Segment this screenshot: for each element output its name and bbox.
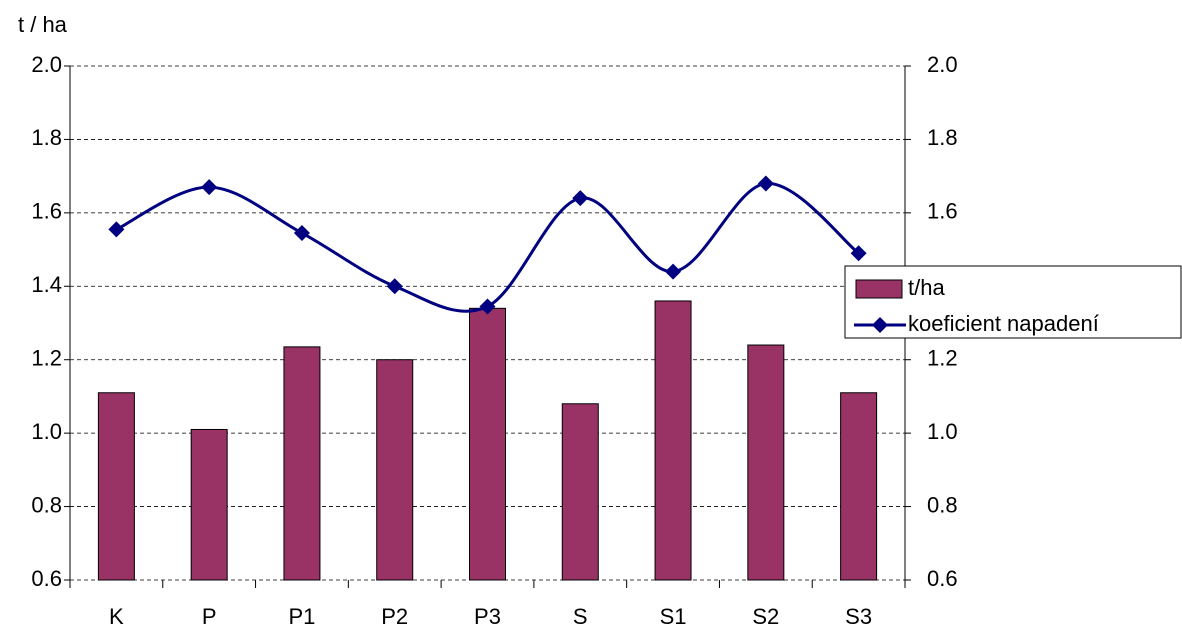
y-axis-label: t / ha [18, 12, 68, 37]
x-tick-label: S3 [845, 604, 872, 628]
y2-tick-label: 0.6 [927, 566, 958, 591]
y2-tick-label: 1.0 [927, 419, 958, 444]
line-marker [850, 245, 867, 262]
y-tick-label: 1.6 [31, 199, 62, 224]
bar [840, 392, 878, 581]
y-tick-label: 1.2 [31, 346, 62, 371]
y-tick-label: 1.4 [31, 272, 62, 297]
bar [283, 346, 321, 581]
line [115, 181, 860, 313]
y-tick-label: 0.6 [31, 566, 62, 591]
y2-tick-label: 0.8 [927, 492, 958, 517]
x-tick-label: S2 [752, 604, 779, 628]
line-marker [572, 190, 589, 207]
bar [747, 344, 785, 581]
y-tick-label: 2.0 [31, 52, 62, 77]
bar [376, 359, 414, 581]
x-tick-label: S [573, 604, 588, 628]
line-marker [108, 221, 125, 238]
y2-tick-label: 2.0 [927, 52, 958, 77]
x-tick-label: S1 [660, 604, 687, 628]
line-marker [293, 225, 310, 242]
x-tick-label: P3 [474, 604, 501, 628]
x-tick-label: P1 [288, 604, 315, 628]
y-tick-label: 0.8 [31, 492, 62, 517]
y2-tick-label: 1.6 [927, 199, 958, 224]
line-marker [201, 179, 218, 196]
y-tick-label: 1.0 [31, 419, 62, 444]
bar [654, 300, 692, 581]
legend-label: t/ha [908, 275, 945, 300]
line-marker [665, 263, 682, 280]
legend-label: koeficient napadení [908, 311, 1099, 336]
bar [97, 392, 135, 581]
legend-marker [872, 317, 888, 333]
line-marker [757, 175, 774, 192]
x-tick-label: P [202, 604, 217, 628]
x-tick-label: K [109, 604, 124, 628]
line-marker [479, 298, 496, 315]
y2-tick-label: 1.2 [927, 346, 958, 371]
line-marker [386, 278, 403, 295]
bar [561, 403, 599, 581]
y-tick-label: 1.8 [31, 125, 62, 150]
y2-tick-label: 1.8 [927, 125, 958, 150]
bar [469, 307, 506, 581]
x-tick-label: P2 [381, 604, 408, 628]
bar [190, 428, 228, 581]
legend-swatch [855, 279, 903, 299]
